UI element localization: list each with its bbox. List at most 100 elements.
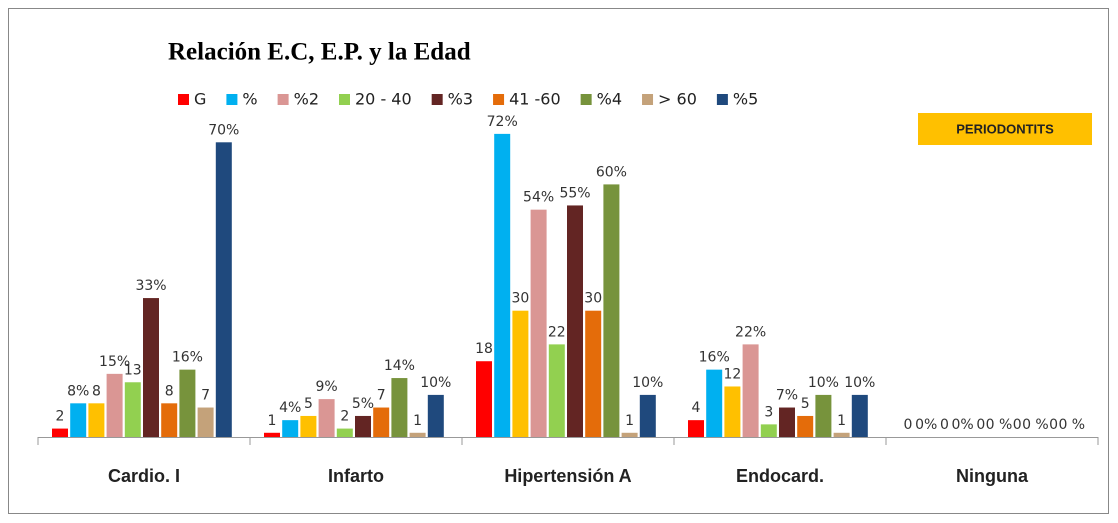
- bar: [391, 378, 408, 437]
- bar: [264, 432, 280, 437]
- x-tick-label: Hipertensión A: [504, 466, 631, 486]
- value-label: 5: [801, 396, 810, 412]
- value-label: 10%: [632, 375, 663, 391]
- value-label: 4%: [279, 400, 301, 416]
- legend-label: %: [242, 90, 257, 109]
- bar: [215, 142, 232, 438]
- value-label: 0 %: [1022, 417, 1049, 433]
- value-label: 4: [692, 400, 701, 416]
- annotation: PERIODONTITS: [956, 121, 1054, 136]
- value-label: 2: [56, 409, 65, 425]
- bar: [494, 133, 511, 437]
- value-label: 14%: [384, 358, 415, 374]
- value-label: 8: [92, 383, 101, 399]
- value-label: 72%: [487, 114, 518, 130]
- bar: [815, 394, 832, 437]
- value-label: 3: [764, 404, 773, 420]
- x-tick-label: Endocard.: [736, 466, 824, 486]
- bar: [639, 394, 656, 437]
- value-label: 0: [1013, 417, 1022, 433]
- value-label: 33%: [135, 278, 166, 294]
- value-label: 16%: [699, 350, 730, 366]
- bar: [355, 415, 371, 437]
- bar: [52, 428, 68, 437]
- legend-label: > 60: [658, 90, 697, 109]
- value-label: 0%: [915, 417, 937, 433]
- value-label: 30: [584, 291, 602, 307]
- value-label: 60%: [596, 164, 627, 180]
- value-label: 5: [304, 396, 313, 412]
- legend-swatch: [178, 94, 189, 105]
- value-label: 54%: [523, 190, 554, 206]
- bar: [179, 369, 196, 437]
- legend-swatch: [339, 94, 350, 105]
- bar: [585, 310, 602, 437]
- legend-swatch: [642, 94, 654, 105]
- value-label: 10%: [844, 375, 875, 391]
- bar: [742, 344, 759, 437]
- bar: [88, 403, 105, 437]
- value-label: 5%: [352, 396, 374, 412]
- bar: [688, 420, 704, 437]
- value-label: 8%: [67, 383, 89, 399]
- legend-label: %5: [733, 90, 758, 109]
- bar: [70, 403, 87, 437]
- legend-label: 41 -60: [509, 90, 561, 109]
- value-label: 22%: [735, 324, 766, 340]
- bar: [143, 298, 159, 437]
- value-label: 7: [201, 388, 210, 404]
- value-label: 18: [475, 341, 493, 357]
- bar: [318, 399, 335, 437]
- bar: [373, 407, 390, 437]
- bar: [567, 205, 583, 437]
- value-label: 1: [268, 413, 277, 429]
- bar: [476, 361, 492, 437]
- bar: [548, 344, 565, 437]
- legend-swatch: [431, 94, 443, 105]
- value-label: 1: [837, 413, 846, 429]
- value-label: 8: [165, 383, 174, 399]
- legend-swatch: [580, 94, 592, 105]
- value-label: 7%: [776, 388, 798, 404]
- bar: [336, 428, 353, 437]
- legend-label: 20 - 40: [355, 90, 412, 109]
- bar: [797, 415, 814, 437]
- legend-swatch: [716, 94, 728, 105]
- x-tick-label: Cardio. I: [108, 466, 180, 486]
- legend-swatch: [226, 94, 238, 105]
- bar: [197, 407, 214, 437]
- bar: [603, 184, 620, 437]
- legend-label: %2: [294, 90, 319, 109]
- bar: [409, 432, 426, 437]
- x-tick-label: Infarto: [328, 466, 384, 486]
- bar: [760, 424, 777, 437]
- bar: [833, 432, 850, 437]
- bar: [621, 432, 638, 437]
- bar: [779, 407, 795, 437]
- value-label: 15%: [99, 354, 130, 370]
- bar: [300, 415, 317, 437]
- value-label: 16%: [172, 350, 203, 366]
- value-label: 0: [904, 417, 913, 433]
- bar: [427, 394, 444, 437]
- value-label: 70%: [208, 122, 239, 138]
- value-label: 0%: [951, 417, 973, 433]
- bar: [851, 394, 868, 437]
- value-label: 22: [548, 324, 566, 340]
- bar: [724, 386, 741, 437]
- value-label: 12: [723, 366, 741, 382]
- bar: [106, 373, 123, 437]
- legend-label: %3: [448, 90, 473, 109]
- value-label: 0: [976, 417, 985, 433]
- bar: [282, 420, 299, 437]
- value-label: 0 %: [986, 417, 1013, 433]
- value-label: 1: [413, 413, 422, 429]
- legend-label: %4: [597, 90, 622, 109]
- value-label: 30: [511, 291, 529, 307]
- bar: [161, 403, 178, 437]
- legend-label: G: [194, 90, 206, 109]
- bar: [512, 310, 529, 437]
- legend-swatch: [493, 94, 505, 105]
- x-tick-label: Ninguna: [956, 466, 1029, 486]
